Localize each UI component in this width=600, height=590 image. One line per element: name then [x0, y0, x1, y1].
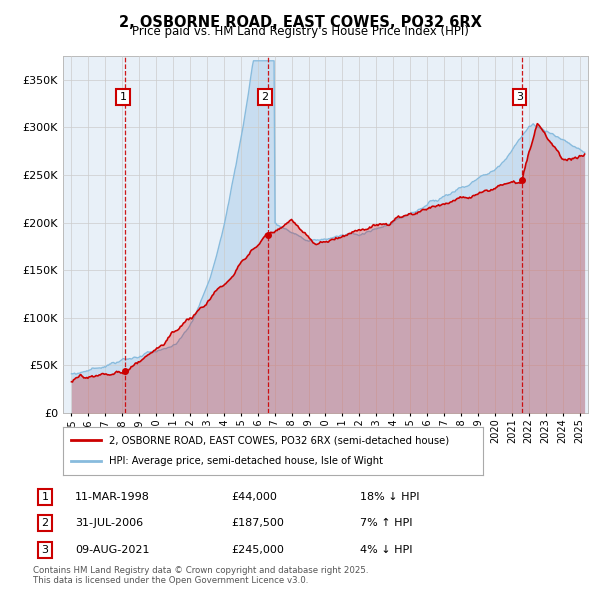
- Text: 3: 3: [41, 545, 49, 555]
- Text: 2, OSBORNE ROAD, EAST COWES, PO32 6RX (semi-detached house): 2, OSBORNE ROAD, EAST COWES, PO32 6RX (s…: [109, 435, 449, 445]
- Text: Price paid vs. HM Land Registry's House Price Index (HPI): Price paid vs. HM Land Registry's House …: [131, 25, 469, 38]
- Text: £245,000: £245,000: [231, 545, 284, 555]
- Text: £187,500: £187,500: [231, 519, 284, 528]
- Text: 2: 2: [41, 519, 49, 528]
- Text: 2, OSBORNE ROAD, EAST COWES, PO32 6RX: 2, OSBORNE ROAD, EAST COWES, PO32 6RX: [119, 15, 481, 30]
- Text: 31-JUL-2006: 31-JUL-2006: [75, 519, 143, 528]
- Text: 11-MAR-1998: 11-MAR-1998: [75, 492, 150, 502]
- Text: HPI: Average price, semi-detached house, Isle of Wight: HPI: Average price, semi-detached house,…: [109, 457, 383, 467]
- Text: 7% ↑ HPI: 7% ↑ HPI: [360, 519, 413, 528]
- Text: £44,000: £44,000: [231, 492, 277, 502]
- Text: Contains HM Land Registry data © Crown copyright and database right 2025.
This d: Contains HM Land Registry data © Crown c…: [33, 566, 368, 585]
- Text: 1: 1: [41, 492, 49, 502]
- Text: 09-AUG-2021: 09-AUG-2021: [75, 545, 149, 555]
- Text: 1: 1: [119, 92, 127, 102]
- Text: 18% ↓ HPI: 18% ↓ HPI: [360, 492, 419, 502]
- Text: 3: 3: [516, 92, 523, 102]
- Text: 4% ↓ HPI: 4% ↓ HPI: [360, 545, 413, 555]
- Text: 2: 2: [262, 92, 269, 102]
